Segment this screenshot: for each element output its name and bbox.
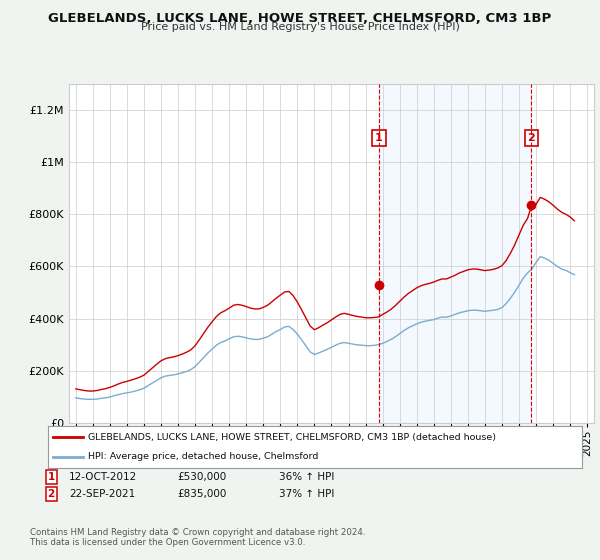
Text: 37% ↑ HPI: 37% ↑ HPI bbox=[279, 489, 334, 499]
Text: Price paid vs. HM Land Registry's House Price Index (HPI): Price paid vs. HM Land Registry's House … bbox=[140, 22, 460, 32]
Text: HPI: Average price, detached house, Chelmsford: HPI: Average price, detached house, Chel… bbox=[88, 452, 319, 461]
Text: Contains HM Land Registry data © Crown copyright and database right 2024.
This d: Contains HM Land Registry data © Crown c… bbox=[30, 528, 365, 547]
Text: 36% ↑ HPI: 36% ↑ HPI bbox=[279, 472, 334, 482]
Text: 1: 1 bbox=[375, 133, 383, 143]
Text: 1: 1 bbox=[47, 472, 55, 482]
Text: 12-OCT-2012: 12-OCT-2012 bbox=[69, 472, 137, 482]
Text: 2: 2 bbox=[527, 133, 535, 143]
Bar bbox=[379, 84, 531, 423]
Text: £835,000: £835,000 bbox=[177, 489, 226, 499]
Text: GLEBELANDS, LUCKS LANE, HOWE STREET, CHELMSFORD, CM3 1BP (detached house): GLEBELANDS, LUCKS LANE, HOWE STREET, CHE… bbox=[88, 433, 496, 442]
Text: 22-SEP-2021: 22-SEP-2021 bbox=[69, 489, 135, 499]
Text: 2: 2 bbox=[47, 489, 55, 499]
Text: £530,000: £530,000 bbox=[177, 472, 226, 482]
Text: GLEBELANDS, LUCKS LANE, HOWE STREET, CHELMSFORD, CM3 1BP: GLEBELANDS, LUCKS LANE, HOWE STREET, CHE… bbox=[49, 12, 551, 25]
